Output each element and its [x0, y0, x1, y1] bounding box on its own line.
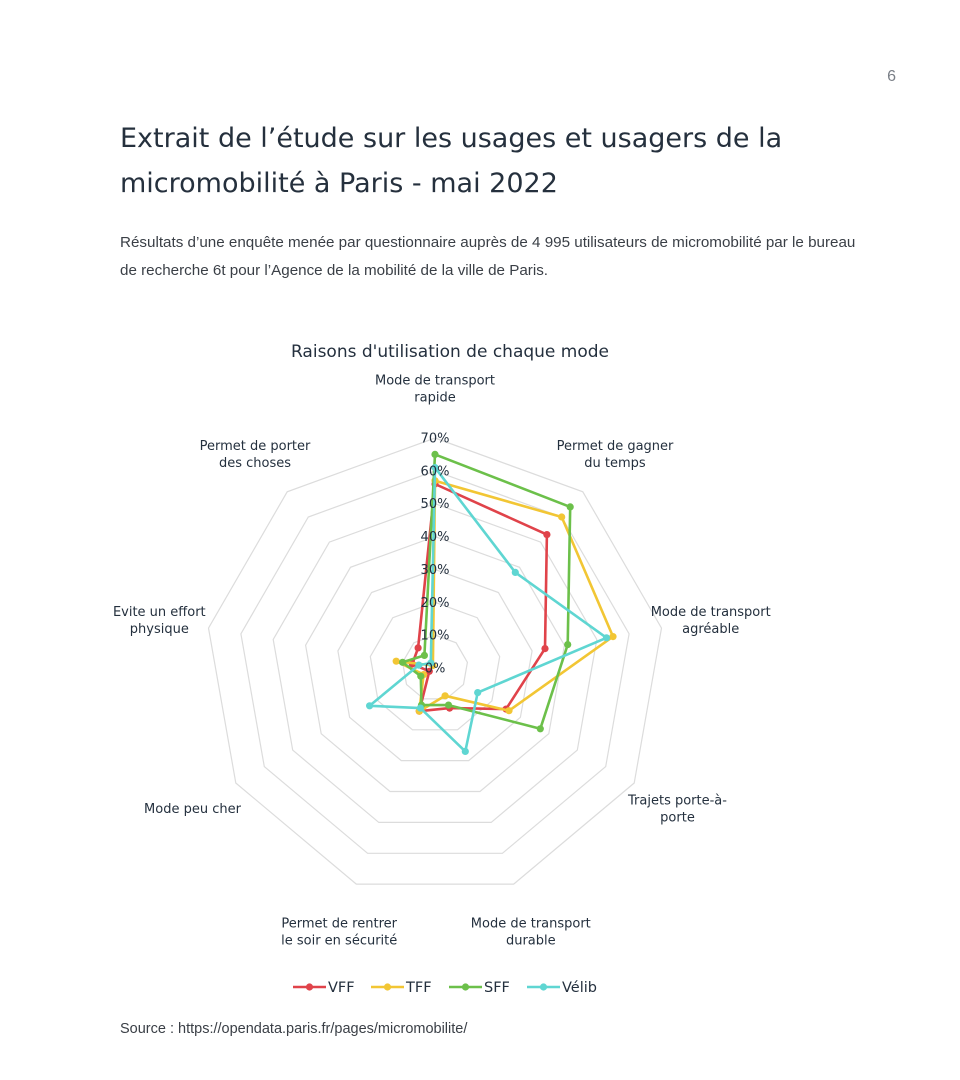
grid-ring	[240, 470, 630, 854]
data-point-vélib	[511, 568, 519, 576]
axis-label: physique	[130, 622, 189, 637]
data-point-tff	[558, 513, 566, 521]
tick-labels: 0% 10% 20% 30% 40% 50% 60% 70%	[421, 432, 450, 677]
axis-label: porte	[660, 811, 695, 826]
legend-marker	[461, 983, 470, 991]
tick-label: 20%	[421, 596, 450, 611]
grid-ring	[207, 437, 663, 885]
tick-label: 50%	[421, 497, 450, 512]
data-point-tff	[441, 692, 449, 700]
data-point-vff	[541, 645, 549, 653]
tick-label: 60%	[421, 464, 450, 479]
axis-labels: Mode de transport rapide Permet de gagner d…	[113, 374, 771, 949]
legend-marker	[539, 983, 548, 991]
chart-series	[366, 450, 617, 755]
data-point-sff	[399, 658, 407, 666]
data-point-sff	[417, 672, 425, 680]
data-point-sff	[444, 701, 453, 709]
data-point-sff	[566, 503, 574, 511]
axis-label: Mode de transport	[375, 374, 495, 389]
axis-label: des choses	[219, 456, 291, 471]
series-line-vélib	[368, 466, 608, 753]
data-point-sff	[420, 651, 428, 659]
grid-ring	[369, 601, 501, 731]
data-point-sff	[431, 450, 439, 458]
legend-marker	[383, 983, 392, 991]
axis-label: Mode peu cher	[144, 802, 242, 817]
data-point-vélib	[461, 747, 469, 755]
page-title: Extrait de l’étude sur les usages et usa…	[120, 123, 783, 199]
data-point-vélib	[416, 704, 424, 712]
axis-label: du temps	[584, 456, 646, 471]
radar-chart: Raisons d'utilisation de chaque mode Mod…	[113, 342, 771, 996]
axis-label: Permet de gagner	[557, 439, 674, 454]
data-point-sff	[536, 725, 544, 733]
data-point-tff	[392, 657, 400, 665]
data-point-vff	[543, 531, 551, 539]
legend-label: TFF	[405, 980, 432, 996]
axis-label: Trajets porte-à-	[627, 794, 727, 809]
data-point-tff	[505, 707, 513, 715]
data-point-vélib	[427, 659, 435, 667]
grid-ring	[337, 568, 533, 762]
tick-label: 40%	[421, 530, 450, 545]
grid-ring	[304, 535, 566, 793]
grid-ring	[401, 634, 469, 700]
legend-label: SFF	[484, 980, 510, 996]
legend-label: VFF	[328, 980, 355, 996]
axis-label: le soir en sécurité	[281, 934, 397, 949]
chart-title: Raisons d'utilisation de chaque mode	[291, 342, 609, 362]
axis-label: Mode de transport	[651, 605, 771, 620]
tick-label: 30%	[421, 563, 450, 578]
tick-label: 10%	[421, 629, 450, 644]
data-point-vélib	[415, 661, 423, 669]
chart-legend: VFF TFF SFF Vélib	[293, 980, 597, 996]
axis-label: Permet de porter	[200, 439, 311, 454]
axis-label: durable	[506, 934, 556, 949]
axis-label: rapide	[414, 391, 455, 406]
tick-label: 0%	[425, 662, 446, 677]
page-number: 6	[887, 68, 896, 85]
data-point-vélib	[474, 689, 482, 697]
series-line-vff	[410, 482, 549, 713]
data-point-vélib	[366, 702, 374, 710]
tick-label: 70%	[421, 432, 450, 447]
data-point-vff	[425, 667, 433, 675]
data-point-vff	[414, 644, 422, 652]
legend-marker	[305, 983, 314, 991]
data-point-vélib	[602, 634, 611, 642]
axis-label: agréable	[682, 622, 739, 637]
data-point-vélib	[431, 464, 439, 472]
series-line-tff	[394, 479, 615, 713]
source-note: Source : https://opendata.paris.fr/pages…	[120, 1021, 468, 1037]
axis-label: Permet de rentrer	[281, 917, 397, 932]
data-point-sff	[564, 641, 572, 649]
axis-label: Mode de transport	[471, 917, 591, 932]
data-point-tff	[609, 633, 617, 641]
legend-label: Vélib	[562, 980, 597, 996]
axis-label: Evite un effort	[113, 605, 206, 620]
series-line-sff	[401, 453, 572, 731]
intro-paragraph: Résultats d’une enquête menée par questi…	[120, 234, 856, 279]
